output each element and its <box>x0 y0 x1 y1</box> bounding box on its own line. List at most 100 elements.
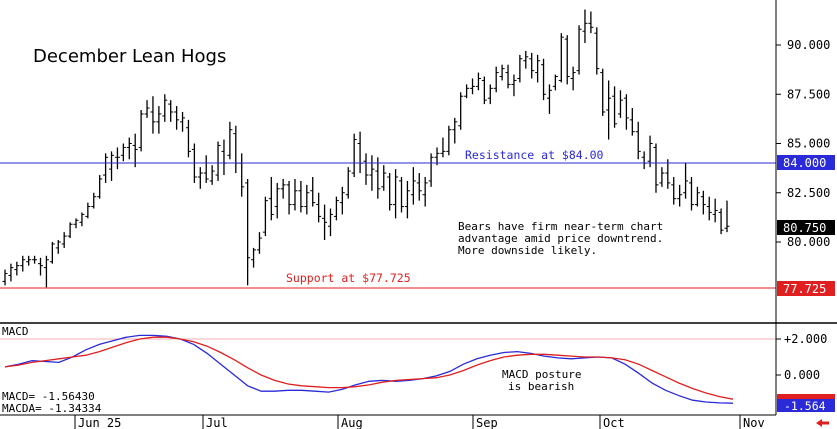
macd-tick-label: +2.000 <box>784 332 827 346</box>
price-bar <box>256 232 262 254</box>
price-bar <box>55 240 61 254</box>
macd-lines <box>4 334 734 404</box>
price-bar <box>700 190 706 215</box>
support-axis-label: 77.725 <box>783 282 826 296</box>
price-tick-label: 80.000 <box>787 235 830 249</box>
price-bar <box>14 261 20 276</box>
price-bar <box>576 25 582 75</box>
price-bar <box>215 141 221 181</box>
price-bar <box>416 173 422 201</box>
macd-readout: MACD= -1.56430 <box>2 390 95 403</box>
price-bar <box>706 196 712 221</box>
resistance-axis-box <box>777 155 835 170</box>
price-bar <box>552 74 558 91</box>
price-tick-label: 82.500 <box>787 186 830 200</box>
price-bar <box>440 137 446 158</box>
price-bar <box>91 192 97 209</box>
price-bar <box>653 143 659 193</box>
price-panel: December Lean Hogs Resistance at $84.00 … <box>0 9 776 289</box>
price-bar <box>558 33 564 83</box>
last-price-label: 80.750 <box>783 221 826 235</box>
price-bars <box>2 9 730 288</box>
chart-title: December Lean Hogs <box>33 46 226 67</box>
price-bar <box>144 100 150 118</box>
price-bar <box>399 176 405 213</box>
series-macda-line <box>4 336 734 400</box>
scroll-right-arrow-icon[interactable] <box>816 419 829 427</box>
price-bar <box>85 202 91 219</box>
price-bar <box>570 66 576 91</box>
price-bar <box>114 147 120 170</box>
price-bar <box>511 74 517 97</box>
price-bar <box>180 111 186 132</box>
price-bar <box>2 269 8 286</box>
price-tick-label: 85.000 <box>787 137 830 151</box>
price-bar <box>274 182 280 219</box>
price-bar <box>523 50 529 69</box>
date-tick-label: Jul <box>206 416 228 429</box>
price-bar <box>381 165 387 191</box>
price-bar <box>67 222 73 239</box>
price-bar <box>470 78 476 95</box>
price-bar <box>475 72 481 91</box>
price-bar <box>316 192 322 223</box>
price-bar <box>600 68 606 116</box>
price-bar <box>464 84 470 99</box>
price-bar <box>612 86 618 128</box>
price-bar <box>404 180 410 219</box>
price-bar <box>535 54 541 83</box>
price-bar <box>688 176 694 211</box>
price-tick-label: 87.500 <box>787 87 830 101</box>
date-ticks: Jun 25 Jul Aug Sep Oct Nov <box>74 415 765 429</box>
macd-last-label: -1.564 <box>784 399 826 413</box>
price-bar <box>458 92 464 130</box>
macd-panel-title: MACD <box>2 325 29 338</box>
price-bar <box>718 208 724 235</box>
price-annotation: Bears have firm near-term chart advantag… <box>458 220 663 257</box>
price-bar <box>393 169 399 219</box>
support-label: Support at $77.725 <box>286 271 411 285</box>
macd-ticks: +2.000 0.000 <box>776 332 827 382</box>
date-tick-label: Oct <box>603 416 625 429</box>
price-bar <box>126 137 132 160</box>
price-bar <box>410 167 416 205</box>
macd-annotation-line-2: is bearish <box>508 380 574 393</box>
price-bar <box>712 198 718 223</box>
series-macd-line <box>4 334 734 404</box>
price-bar <box>694 186 700 207</box>
price-bar <box>564 35 570 85</box>
annotation-line-1: Bears have firm near-term chart <box>458 220 663 233</box>
price-bar <box>38 257 44 276</box>
price-bar <box>517 54 523 83</box>
price-bar <box>588 11 594 34</box>
price-bar <box>499 64 505 81</box>
price-bar <box>227 121 233 160</box>
price-bar <box>43 255 49 288</box>
price-bar <box>268 176 274 221</box>
price-bar <box>209 165 215 185</box>
price-ticks: 90.000 87.500 85.000 82.500 80.000 <box>776 38 830 249</box>
resistance-label: Resistance at $84.00 <box>465 148 604 162</box>
price-bar <box>529 52 535 79</box>
price-bar <box>286 180 292 215</box>
price-bar <box>493 66 499 93</box>
price-bar <box>659 167 665 187</box>
price-bar <box>32 255 38 264</box>
price-bar <box>541 58 547 101</box>
price-bar <box>203 155 209 183</box>
annotation-line-2: advantage amid price downtrend. <box>458 232 663 245</box>
macd-tick-label: 0.000 <box>784 368 820 382</box>
price-bar <box>109 151 115 181</box>
price-bar <box>132 133 138 168</box>
price-bar <box>162 94 168 122</box>
price-bar <box>292 178 298 211</box>
macda-readout: MACDA= -1.34334 <box>2 402 102 415</box>
price-bar <box>452 117 458 144</box>
date-tick-label: Jun 25 <box>78 416 121 429</box>
price-bar <box>73 218 79 229</box>
macd-axis: +2.000 0.000 -1.564 <box>775 323 835 415</box>
price-bar <box>635 121 641 160</box>
price-bar <box>671 176 677 205</box>
price-bar <box>304 184 310 215</box>
